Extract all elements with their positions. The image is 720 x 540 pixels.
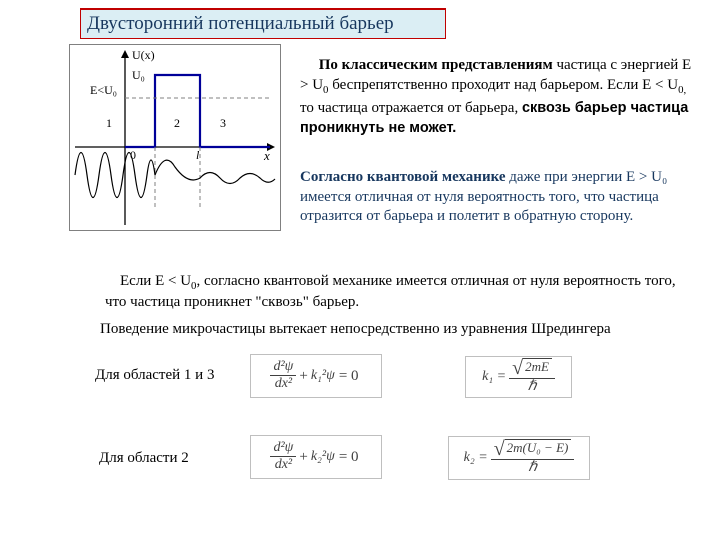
equation-regions-1-3: d²ψdx² + k₁²ψ = 0 xyxy=(250,354,382,398)
label-region-2: Для области 2 xyxy=(99,450,189,467)
equation-k1: k₁ = √2mE ℏ xyxy=(465,356,572,398)
origin-label: 0 xyxy=(130,148,136,162)
para1-lead: По классическим представлениям xyxy=(319,57,553,73)
y-axis-label: U(x) xyxy=(132,48,155,62)
e-label: E<U₀ xyxy=(90,83,117,97)
diagram-svg: U(x) U₀ E<U₀ 1 2 3 0 l x xyxy=(70,45,280,230)
u0-label: U₀ xyxy=(132,68,145,82)
region-2: 2 xyxy=(174,116,180,130)
title-text: Двусторонний потенциальный барьер xyxy=(87,13,394,35)
region-1: 1 xyxy=(106,116,112,130)
paragraph-classical: По классическим представлениям частица с… xyxy=(300,55,700,139)
label-regions-1-3: Для областей 1 и 3 xyxy=(95,367,214,384)
l-label: l xyxy=(196,148,200,162)
para3-a: Если E < U xyxy=(120,273,191,289)
para1-t3: то частица отражается от барьера, xyxy=(300,100,522,116)
x-axis-label: x xyxy=(263,148,270,163)
page-title: Двусторонний потенциальный барьер xyxy=(80,8,446,39)
paragraph-quantum: Согласно квантовой механике даже при эне… xyxy=(300,168,700,227)
para1-t2: беспрепятственно проходит над барьером. … xyxy=(328,77,678,93)
para4-text: Поведение микрочастицы вытекает непосред… xyxy=(100,321,611,337)
paragraph-tunneling: Если E < U0, согласно квантовой механике… xyxy=(105,272,695,313)
para2-lead: Согласно квантовой механике xyxy=(300,169,506,185)
region-3: 3 xyxy=(220,116,226,130)
paragraph-schrodinger: Поведение микрочастицы вытекает непосред… xyxy=(100,320,700,339)
potential-barrier-diagram: U(x) U₀ E<U₀ 1 2 3 0 l x xyxy=(69,44,281,231)
equation-region-2: d²ψdx² + k₂²ψ = 0 xyxy=(250,435,382,479)
equation-k2: k₂ = √2m(U₀ − E) ℏ xyxy=(448,436,590,480)
